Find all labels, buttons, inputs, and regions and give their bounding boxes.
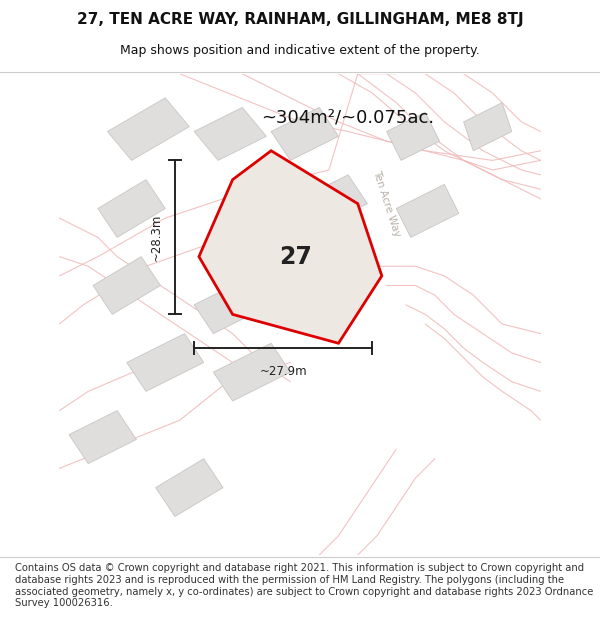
Polygon shape [214,343,290,401]
Text: ~304m²/~0.075ac.: ~304m²/~0.075ac. [262,108,434,126]
Text: Map shows position and indicative extent of the property.: Map shows position and indicative extent… [120,44,480,57]
Polygon shape [107,98,190,161]
Polygon shape [69,411,136,464]
Polygon shape [98,179,165,238]
Polygon shape [194,107,266,161]
Text: Contains OS data © Crown copyright and database right 2021. This information is : Contains OS data © Crown copyright and d… [15,563,593,608]
Polygon shape [194,276,271,334]
Polygon shape [300,175,367,228]
Text: 27: 27 [279,244,311,269]
Polygon shape [199,151,382,343]
Polygon shape [271,107,338,161]
Text: ~28.3m: ~28.3m [150,214,163,261]
Polygon shape [127,334,204,391]
Text: ~27.9m: ~27.9m [259,365,307,378]
Polygon shape [155,459,223,516]
Text: Ten Acre Way: Ten Acre Way [371,169,402,238]
Text: 27, TEN ACRE WAY, RAINHAM, GILLINGHAM, ME8 8TJ: 27, TEN ACRE WAY, RAINHAM, GILLINGHAM, M… [77,12,523,28]
Polygon shape [386,112,440,161]
Polygon shape [396,184,459,238]
Polygon shape [464,102,512,151]
Polygon shape [93,257,160,314]
